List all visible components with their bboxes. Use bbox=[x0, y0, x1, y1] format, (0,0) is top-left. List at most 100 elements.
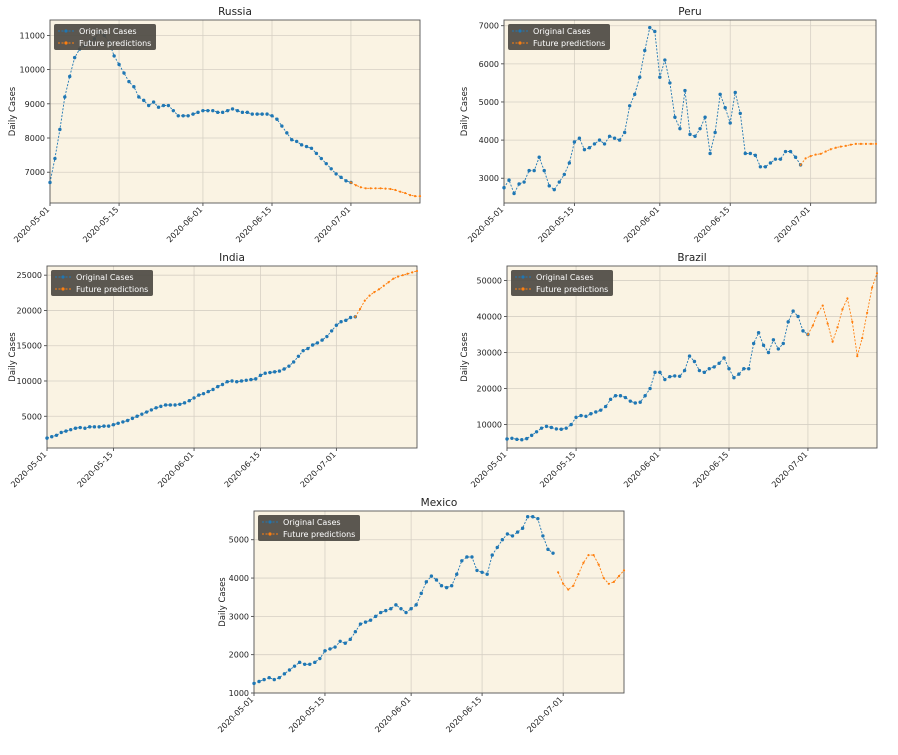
data-point-original bbox=[564, 426, 568, 430]
plot-frame bbox=[253, 510, 625, 694]
y-tick-label: 4000 bbox=[229, 574, 249, 583]
data-point-original bbox=[781, 341, 785, 346]
data-point-original bbox=[122, 71, 126, 75]
data-point-original bbox=[539, 426, 544, 430]
legend: Original Cases Future predictions bbox=[258, 515, 360, 541]
chart-title: India bbox=[219, 252, 245, 264]
data-point-prediction bbox=[358, 307, 362, 311]
data-point-original bbox=[116, 421, 120, 426]
data-point-prediction bbox=[874, 142, 878, 146]
data-point-original bbox=[622, 130, 627, 135]
data-point-original bbox=[597, 138, 602, 142]
x-tick-label: 2020-06-15 bbox=[223, 450, 262, 489]
x-tick-label: 2020-06-15 bbox=[691, 450, 730, 489]
data-point-original bbox=[206, 108, 210, 113]
data-point-prediction bbox=[413, 195, 417, 198]
data-point-original bbox=[718, 92, 722, 97]
data-point-original bbox=[92, 425, 97, 429]
legend-label: Original Cases bbox=[76, 273, 134, 282]
chart-title: Peru bbox=[678, 6, 701, 18]
data-point-prediction bbox=[819, 152, 822, 155]
data-point-original bbox=[536, 516, 540, 521]
data-point-original bbox=[333, 645, 337, 649]
y-axis-label: Daily Cases bbox=[8, 332, 18, 382]
data-point-prediction bbox=[831, 340, 834, 343]
data-point-original bbox=[529, 433, 534, 438]
data-point-prediction bbox=[829, 148, 832, 151]
data-point-original bbox=[557, 180, 561, 184]
x-tick-label: 2020-06-15 bbox=[692, 205, 731, 244]
data-point-original bbox=[587, 146, 592, 150]
data-point-original bbox=[48, 180, 52, 185]
y-tick-label: 9000 bbox=[25, 100, 45, 109]
data-point-original bbox=[187, 399, 192, 403]
data-point-original bbox=[161, 103, 166, 108]
data-point-prediction bbox=[354, 184, 357, 187]
data-point-original bbox=[742, 367, 746, 371]
data-point-original bbox=[643, 394, 647, 398]
data-point-original bbox=[444, 585, 449, 590]
data-point-original bbox=[643, 48, 647, 53]
y-tick-label: 8000 bbox=[25, 134, 45, 143]
data-point-original bbox=[144, 410, 149, 414]
chart-russia: 7000 8000 9000 10000 11000 2020-05-01 2020-05-… bbox=[0, 0, 430, 250]
data-point-original bbox=[306, 346, 310, 351]
data-point-original bbox=[59, 430, 63, 435]
data-point-original bbox=[500, 538, 505, 542]
x-tick-label: 2020-05-01 bbox=[469, 450, 508, 489]
data-point-original bbox=[559, 427, 563, 431]
data-point-original bbox=[612, 136, 617, 140]
data-point-original bbox=[265, 112, 269, 116]
data-point-prediction bbox=[834, 146, 837, 149]
data-point-original bbox=[159, 404, 163, 409]
data-point-original bbox=[531, 515, 535, 519]
data-point-prediction bbox=[866, 311, 869, 314]
data-point-original bbox=[68, 74, 72, 79]
data-point-original bbox=[156, 105, 161, 109]
data-point-prediction bbox=[354, 315, 357, 318]
legend-label: Future predictions bbox=[76, 285, 148, 294]
data-point-original bbox=[83, 426, 87, 430]
data-point-original bbox=[512, 191, 516, 196]
data-point-original bbox=[146, 103, 151, 108]
y-tick-label: 20000 bbox=[17, 306, 42, 315]
data-point-original bbox=[87, 425, 92, 429]
data-point-prediction bbox=[399, 190, 402, 193]
data-point-prediction bbox=[418, 195, 422, 198]
data-point-prediction bbox=[379, 187, 382, 190]
data-point-prediction bbox=[396, 275, 400, 278]
data-point-original bbox=[220, 110, 225, 115]
data-point-original bbox=[733, 90, 737, 95]
data-point-original bbox=[166, 103, 171, 108]
y-tick-label: 3000 bbox=[229, 612, 249, 621]
data-point-original bbox=[747, 367, 751, 371]
data-point-original bbox=[613, 394, 618, 398]
data-point-prediction bbox=[804, 157, 807, 160]
series-line-prediction bbox=[807, 273, 878, 357]
data-point-original bbox=[658, 370, 662, 375]
y-axis-label: Daily Cases bbox=[8, 86, 18, 136]
data-point-original bbox=[633, 92, 637, 97]
data-point-original bbox=[683, 88, 687, 93]
data-point-original bbox=[244, 378, 248, 382]
y-tick-label: 4000 bbox=[479, 136, 499, 145]
data-point-original bbox=[117, 62, 121, 67]
data-point-original bbox=[546, 547, 550, 552]
data-point-original bbox=[449, 584, 454, 588]
legend: Original Cases Future predictions bbox=[508, 24, 610, 50]
x-tick-label: 2020-06-01 bbox=[622, 450, 661, 489]
data-point-prediction bbox=[861, 336, 864, 340]
data-point-prediction bbox=[602, 576, 605, 580]
data-point-original bbox=[663, 377, 667, 382]
data-point-original bbox=[171, 108, 176, 113]
y-tick-label: 10000 bbox=[17, 377, 42, 386]
y-tick-label: 40000 bbox=[477, 312, 502, 321]
data-point-original bbox=[796, 314, 800, 319]
data-point-prediction bbox=[859, 142, 863, 146]
data-point-original bbox=[379, 610, 383, 615]
data-point-original bbox=[537, 155, 541, 159]
data-point-original bbox=[260, 112, 264, 116]
data-point-original bbox=[552, 187, 556, 192]
data-point-prediction bbox=[869, 142, 873, 146]
data-point-original bbox=[434, 578, 439, 582]
